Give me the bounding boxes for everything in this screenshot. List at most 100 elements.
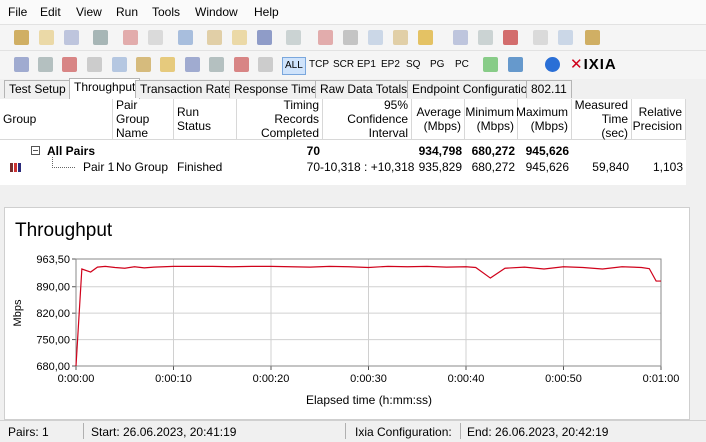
tab[interactable]: Test Setup [4,80,71,98]
status-separator [460,423,461,439]
toolbar-icon[interactable] [545,57,560,72]
x-tick-label: 0:00:40 [448,373,485,385]
menu-item[interactable]: Edit [40,5,61,19]
toolbar-icon[interactable] [136,57,151,72]
tab[interactable]: Raw Data Totals [315,80,413,98]
column-header[interactable]: Group [0,99,113,140]
toolbar-icon[interactable] [93,30,108,45]
toolbar-icon[interactable] [478,30,493,45]
toolbar-icon[interactable] [232,30,247,45]
toolbar-icon[interactable] [148,30,163,45]
table-cell: 70 [306,144,320,158]
toolbar-icon[interactable] [207,30,222,45]
menu-item[interactable]: Window [195,5,238,19]
data-line [75,265,661,367]
y-axis-label: Mbps [12,299,24,326]
toolbar-icon[interactable] [258,57,273,72]
toolbar-icon[interactable] [585,30,600,45]
toolbar-icon[interactable] [185,57,200,72]
collapse-toggle[interactable] [31,146,40,155]
status-text: Start: 26.06.2023, 20:41:19 [91,425,237,439]
horizontal-scrollbar[interactable] [0,185,686,200]
table-cell: No Group [116,160,169,174]
column-header[interactable]: Average (Mbps) [412,99,465,140]
toolbar-icon[interactable] [393,30,408,45]
tab[interactable]: Response Time [229,80,323,98]
toolbar-button[interactable]: TCP [309,59,329,70]
x-tick-label: 0:00:50 [545,373,582,385]
status-bar: Pairs: 1 Start: 26.06.2023, 20:41:19 Ixia … [0,420,706,442]
table-cell: 70 [306,160,320,174]
menu-item[interactable]: Tools [152,5,181,19]
menu-item[interactable]: View [76,5,102,19]
column-header[interactable]: Relative Precision [632,99,686,140]
table-cell: Finished [177,160,223,174]
toolbar-button[interactable]: ALL [282,57,306,75]
toolbar-icon[interactable] [14,30,29,45]
toolbar-icon[interactable] [62,57,77,72]
toolbar-icon[interactable] [123,30,138,45]
toolbar-icon[interactable] [533,30,548,45]
results-table: Group Pair Group Name Run Status Timing Rec… [0,99,686,185]
status-text: End: 26.06.2023, 20:42:19 [467,425,609,439]
toolbar-button[interactable]: PC [455,59,469,70]
toolbar-icon[interactable] [558,30,573,45]
toolbar-icon[interactable] [257,30,272,45]
toolbar-icon[interactable] [64,30,79,45]
chart-panel: Throughput Elapsed time (h:mm:ss) Mbps 6… [4,207,690,420]
toolbar-button[interactable]: PG [430,59,445,70]
toolbar-icon[interactable] [418,30,433,45]
column-header[interactable]: Maximum (Mbps) [516,99,572,140]
toolbar-icon[interactable] [39,30,54,45]
x-tick-label: 0:01:00 [643,373,680,385]
toolbar-icon[interactable] [343,30,358,45]
tab[interactable]: Transaction Rate [135,80,236,98]
status-text: Ixia Configuration: [355,425,452,439]
chart-title: Throughput [15,220,113,241]
menu-item[interactable]: Run [116,5,139,19]
toolbar-button[interactable]: EP2 [381,59,400,70]
x-tick-label: 0:00:20 [253,373,290,385]
toolbar-icon[interactable] [508,57,523,72]
column-header[interactable]: Measured Time (sec) [572,99,632,140]
toolbar-icon[interactable] [87,57,102,72]
column-header[interactable]: Minimum (Mbps) [465,99,518,140]
toolbar-icon[interactable] [38,57,53,72]
column-header[interactable]: Run Status [174,99,237,140]
table-cell: 945,626 [525,160,569,174]
y-tick-label: 820,00 [36,308,70,320]
toolbar-icon[interactable] [503,30,518,45]
table-cell: 680,272 [471,144,515,158]
column-header[interactable]: Timing Records Completed [237,99,323,140]
x-tick-label: 0:00:10 [155,373,192,385]
column-header[interactable]: Pair Group Name [113,99,174,140]
toolbar-button[interactable]: SQ [406,59,421,70]
toolbar-icon[interactable] [160,57,175,72]
toolbar-button[interactable]: EP1 [357,59,376,70]
y-tick-label: 890,00 [36,282,70,294]
menu-item[interactable]: File [8,5,28,19]
pair-icon [10,163,21,172]
toolbar-icon[interactable] [112,57,127,72]
menu-item[interactable]: Help [254,5,279,19]
toolbar-icon[interactable] [178,30,193,45]
column-header[interactable]: 95% Confidence Interval [323,99,412,140]
tab[interactable]: 802.11 [526,80,572,98]
toolbar-icon[interactable] [14,57,29,72]
toolbar-icon[interactable] [453,30,468,45]
ixia-logo: ✕IXIA [570,55,617,73]
logo-text: IXIA [583,56,617,73]
toolbar-button[interactable]: SCR [333,59,355,70]
toolbar-icon[interactable] [286,30,301,45]
toolbar-icon[interactable] [209,57,224,72]
toolbar-icon[interactable] [483,57,498,72]
toolbar [0,50,706,79]
toolbar-icon[interactable] [234,57,249,72]
tab[interactable]: Throughput [69,78,141,99]
tab[interactable]: Endpoint Configuration [407,80,540,98]
toolbar-icon[interactable] [318,30,333,45]
x-axis-label: Elapsed time (h:mm:ss) [306,393,432,407]
vertical-scrollbar[interactable] [686,99,706,185]
toolbar-icon[interactable] [368,30,383,45]
